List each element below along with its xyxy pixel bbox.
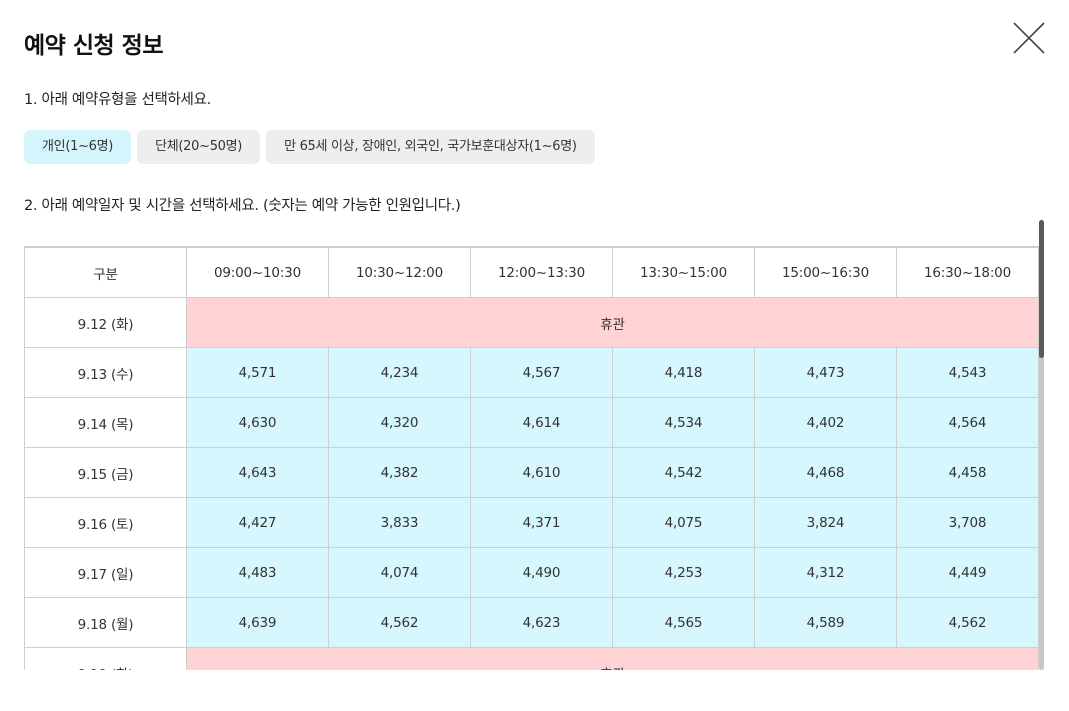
- capacity-cell[interactable]: 4,562: [328, 597, 471, 648]
- capacity-cell[interactable]: 4,562: [896, 597, 1039, 648]
- capacity-cell[interactable]: 4,427: [186, 497, 329, 548]
- date-cell: 9.16 (토): [24, 497, 187, 548]
- modal-title: 예약 신청 정보: [24, 33, 163, 59]
- table-row: 9.14 (목) 4,630 4,320 4,614 4,534 4,402 4,564: [24, 397, 1039, 448]
- date-cell: 9.14 (목): [24, 397, 187, 448]
- table-row: 9.12 (화) 휴관: [24, 297, 1039, 348]
- capacity-cell[interactable]: 4,449: [896, 547, 1039, 598]
- capacity-cell[interactable]: 4,312: [754, 547, 897, 598]
- type-individual-button[interactable]: 개인(1~6명): [24, 130, 132, 164]
- capacity-cell[interactable]: 4,418: [612, 347, 755, 398]
- date-cell: 9.18 (월): [24, 597, 187, 648]
- table-body: 9.12 (화) 휴관 9.13 (수) 4,571 4,234 4,567 4,418 4,…: [24, 297, 1039, 670]
- table-header-row: 구분 09:00~10:30 10:30~12:00 12:00~13:30 1…: [24, 247, 1039, 298]
- capacity-cell[interactable]: 4,571: [186, 347, 329, 398]
- column-header: 12:00~13:30: [470, 247, 613, 298]
- capacity-cell[interactable]: 4,565: [612, 597, 755, 648]
- capacity-cell[interactable]: 4,253: [612, 547, 755, 598]
- capacity-cell[interactable]: 4,542: [612, 447, 755, 498]
- date-cell: 9.13 (수): [24, 347, 187, 398]
- capacity-cell[interactable]: 4,074: [328, 547, 471, 598]
- type-special-button[interactable]: 만 65세 이상, 장애인, 외국인, 국가보훈대상자(1~6명): [266, 130, 595, 164]
- closed-cell: 휴관: [186, 297, 1039, 348]
- column-header: 15:00~16:30: [754, 247, 897, 298]
- capacity-cell[interactable]: 4,483: [186, 547, 329, 598]
- capacity-cell[interactable]: 4,534: [612, 397, 755, 448]
- date-cell: 9.19 (화): [24, 647, 187, 670]
- capacity-cell[interactable]: 4,614: [470, 397, 613, 448]
- scrollbar-track[interactable]: [1039, 220, 1044, 670]
- column-header: 구분: [24, 247, 187, 298]
- date-cell: 9.15 (금): [24, 447, 187, 498]
- table-row: 9.15 (금) 4,643 4,382 4,610 4,542 4,468 4,458: [24, 447, 1039, 498]
- capacity-cell[interactable]: 3,708: [896, 497, 1039, 548]
- date-cell: 9.12 (화): [24, 297, 187, 348]
- step2-instruction: 2. 아래 예약일자 및 시간을 선택하세요. (숫자는 예약 가능한 인원입니…: [24, 198, 461, 214]
- capacity-cell[interactable]: 4,371: [470, 497, 613, 548]
- capacity-cell[interactable]: 4,630: [186, 397, 329, 448]
- table-row: 9.13 (수) 4,571 4,234 4,567 4,418 4,473 4,543: [24, 347, 1039, 398]
- capacity-cell[interactable]: 4,643: [186, 447, 329, 498]
- capacity-cell[interactable]: 4,320: [328, 397, 471, 448]
- table-row: 9.18 (월) 4,639 4,562 4,623 4,565 4,589 4,562: [24, 597, 1039, 648]
- scrollbar-thumb[interactable]: [1039, 220, 1044, 358]
- capacity-cell[interactable]: 4,468: [754, 447, 897, 498]
- reservation-type-group: 개인(1~6명) 단체(20~50명) 만 65세 이상, 장애인, 외국인, …: [24, 130, 595, 164]
- close-button[interactable]: [1012, 21, 1046, 55]
- capacity-cell[interactable]: 4,623: [470, 597, 613, 648]
- column-header: 16:30~18:00: [896, 247, 1039, 298]
- step1-instruction: 1. 아래 예약유형을 선택하세요.: [24, 92, 211, 108]
- close-icon: [1013, 22, 1045, 54]
- capacity-cell[interactable]: 4,543: [896, 347, 1039, 398]
- capacity-cell[interactable]: 3,824: [754, 497, 897, 548]
- capacity-cell[interactable]: 4,075: [612, 497, 755, 548]
- capacity-cell[interactable]: 4,567: [470, 347, 613, 398]
- schedule-table: 구분 09:00~10:30 10:30~12:00 12:00~13:30 1…: [24, 247, 1039, 670]
- capacity-cell[interactable]: 3,833: [328, 497, 471, 548]
- column-header: 13:30~15:00: [612, 247, 755, 298]
- table-row: 9.17 (일) 4,483 4,074 4,490 4,253 4,312 4,449: [24, 547, 1039, 598]
- capacity-cell[interactable]: 4,639: [186, 597, 329, 648]
- column-header: 09:00~10:30: [186, 247, 329, 298]
- schedule-table-container: 구분 09:00~10:30 10:30~12:00 12:00~13:30 1…: [24, 246, 1039, 670]
- table-row: 9.19 (화)휴관: [24, 647, 1039, 670]
- date-cell: 9.17 (일): [24, 547, 187, 598]
- column-header: 10:30~12:00: [328, 247, 471, 298]
- capacity-cell[interactable]: 4,234: [328, 347, 471, 398]
- capacity-cell[interactable]: 4,458: [896, 447, 1039, 498]
- capacity-cell[interactable]: 4,473: [754, 347, 897, 398]
- closed-cell: 휴관: [186, 647, 1039, 670]
- type-group-button[interactable]: 단체(20~50명): [137, 130, 261, 164]
- capacity-cell[interactable]: 4,382: [328, 447, 471, 498]
- capacity-cell[interactable]: 4,589: [754, 597, 897, 648]
- capacity-cell[interactable]: 4,610: [470, 447, 613, 498]
- capacity-cell[interactable]: 4,490: [470, 547, 613, 598]
- capacity-cell[interactable]: 4,564: [896, 397, 1039, 448]
- capacity-cell[interactable]: 4,402: [754, 397, 897, 448]
- table-row: 9.16 (토) 4,427 3,833 4,371 4,075 3,824 3,708: [24, 497, 1039, 548]
